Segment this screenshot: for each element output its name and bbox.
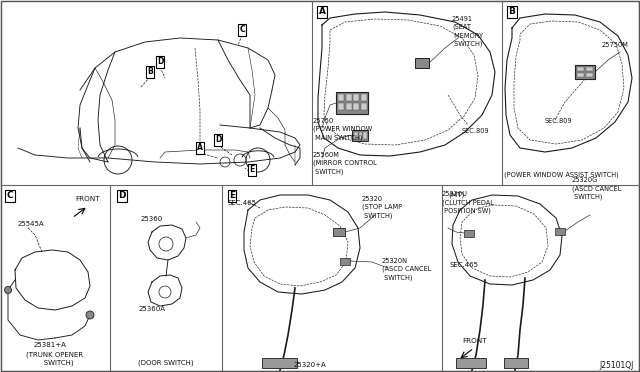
Text: 25360A: 25360A [138,306,166,312]
Bar [340,258,350,265]
Text: J25101QJ: J25101QJ [600,361,634,370]
Bar [363,132,367,139]
Text: A: A [197,144,203,153]
Text: C: C [6,192,13,201]
Bar [336,92,368,114]
Text: SEC.465: SEC.465 [450,262,479,268]
Bar [456,358,486,368]
Bar [586,67,593,71]
Text: 25381+A: 25381+A [33,342,67,348]
Text: 25320
(STOP LAMP
 SWITCH): 25320 (STOP LAMP SWITCH) [362,196,402,219]
Bar [464,230,474,237]
Text: E: E [229,192,235,201]
Bar [586,73,593,77]
Bar [575,65,595,79]
Text: B: B [509,7,515,16]
Text: (POWER WINDOW ASSIST SWITCH): (POWER WINDOW ASSIST SWITCH) [504,171,619,178]
Bar [354,132,358,139]
Bar [415,58,429,68]
Circle shape [4,286,12,294]
Text: 25320U
(CLUTCH PEDAL
 POSITION SW): 25320U (CLUTCH PEDAL POSITION SW) [442,191,494,214]
Circle shape [86,311,94,319]
Text: 25750
(POWER WINDOW
 MAIN SWITCH): 25750 (POWER WINDOW MAIN SWITCH) [313,118,372,141]
Text: 25320N
(ASCD CANCEL
 SWITCH): 25320N (ASCD CANCEL SWITCH) [382,258,431,281]
Text: D: D [157,58,163,67]
Text: 25320G
(ASCD CANCEL
 SWITCH): 25320G (ASCD CANCEL SWITCH) [572,177,621,200]
Bar [353,103,359,110]
Text: SEC.809: SEC.809 [545,118,573,124]
Text: (DOOR SWITCH): (DOOR SWITCH) [138,359,194,366]
Bar [338,94,344,101]
Text: 25560M
(MIRROR CONTROL
 SWITCH): 25560M (MIRROR CONTROL SWITCH) [313,152,377,175]
Bar [360,103,367,110]
Text: SEC.809: SEC.809 [462,128,490,134]
Bar [352,130,368,141]
Bar [555,228,565,235]
Bar [346,103,351,110]
Text: 25320+A: 25320+A [294,362,326,368]
Bar [262,358,297,368]
Bar [346,94,351,101]
Text: 25360: 25360 [141,216,163,222]
Bar [333,228,345,236]
Text: A: A [319,7,326,16]
Text: E: E [250,166,255,174]
Bar [353,94,359,101]
Text: 25750M: 25750M [602,42,629,48]
Text: D: D [215,135,221,144]
Text: 25491
(SEAT
 MEMORY
 SWITCH): 25491 (SEAT MEMORY SWITCH) [452,16,483,47]
Bar [577,67,584,71]
Text: 25545A: 25545A [18,221,45,227]
Bar [338,103,344,110]
Text: C: C [239,26,245,35]
Bar [358,132,362,139]
Text: (TRUNK OPENER
   SWITCH): (TRUNK OPENER SWITCH) [26,351,84,366]
Bar [504,358,528,368]
Bar [360,94,367,101]
Text: (MT): (MT) [448,192,464,199]
Text: B: B [147,67,153,77]
Text: D: D [118,192,125,201]
Text: FRONT: FRONT [462,338,486,344]
Text: SEC.465: SEC.465 [228,200,257,206]
Bar [577,73,584,77]
Text: FRONT: FRONT [75,196,100,202]
